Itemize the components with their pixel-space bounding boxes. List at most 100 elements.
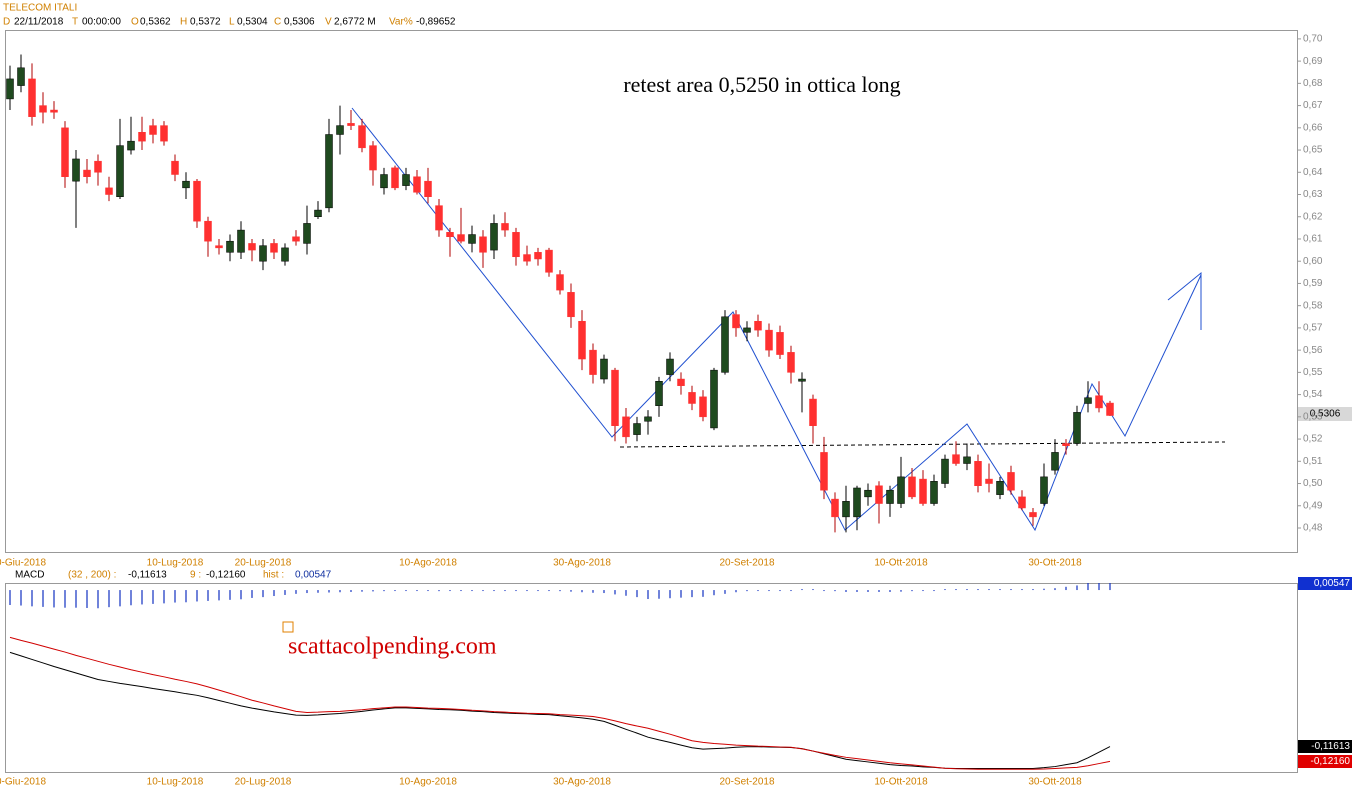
candle-body bbox=[710, 369, 718, 429]
candle-body bbox=[50, 109, 58, 113]
candle-body bbox=[1007, 472, 1015, 491]
candle-body bbox=[501, 223, 509, 231]
candle-body bbox=[160, 125, 168, 142]
candle-body bbox=[391, 167, 399, 189]
candle-body bbox=[930, 481, 938, 504]
candle-body bbox=[226, 240, 234, 253]
y-tick-label: 0,56 bbox=[1303, 345, 1323, 356]
candle-body bbox=[534, 252, 542, 260]
candle-body bbox=[259, 245, 267, 262]
x-tick-label: 30-Ott-2018 bbox=[1028, 558, 1082, 569]
macd-last-label: -0,11613 bbox=[1311, 741, 1350, 752]
candle-body bbox=[985, 478, 993, 484]
candle-body bbox=[908, 476, 916, 498]
candle-body bbox=[897, 476, 905, 504]
candle-body bbox=[171, 160, 179, 175]
price-panel bbox=[5, 30, 1298, 553]
candle-body bbox=[347, 123, 355, 126]
candle-body bbox=[699, 396, 707, 418]
y-tick-label: 0,59 bbox=[1303, 278, 1323, 289]
candle-body bbox=[61, 127, 69, 177]
candle-body bbox=[402, 174, 410, 186]
header-label: V bbox=[325, 17, 332, 28]
candle-body bbox=[83, 169, 91, 177]
header-label: C bbox=[274, 17, 281, 28]
candle-body bbox=[237, 229, 245, 253]
x-tick-label: 10-Ago-2018 bbox=[399, 777, 457, 788]
candle-body bbox=[622, 416, 630, 438]
macd-plot bbox=[9, 583, 1111, 770]
legend-label: (32 , 200) : bbox=[68, 570, 116, 581]
candle-body bbox=[292, 236, 300, 242]
y-tick-label: 0,68 bbox=[1303, 78, 1323, 89]
candle-body bbox=[17, 67, 25, 86]
candle-body bbox=[578, 320, 586, 360]
macd-box bbox=[1298, 740, 1352, 753]
candle-body bbox=[611, 369, 619, 426]
candle-body bbox=[633, 423, 641, 435]
candle-body bbox=[281, 247, 289, 262]
candle-body bbox=[688, 392, 696, 404]
y-tick-label: 0,54 bbox=[1303, 389, 1323, 400]
header-value: 2,6772 M bbox=[334, 17, 376, 28]
candle-body bbox=[677, 378, 685, 386]
macd-line bbox=[9, 651, 1111, 769]
x-tick-label: 10-Ott-2018 bbox=[874, 777, 928, 788]
candle-body bbox=[336, 125, 344, 135]
x-tick-label: 30-Ott-2018 bbox=[1028, 777, 1082, 788]
candles bbox=[6, 54, 1114, 533]
candle-body bbox=[842, 501, 850, 518]
x-tick-label: 20-Lug-2018 bbox=[235, 558, 292, 569]
x-tick-label: 0-Giu-2018 bbox=[0, 558, 46, 569]
candle-body bbox=[270, 243, 278, 253]
x-tick-label: 10-Ago-2018 bbox=[399, 558, 457, 569]
header-label: L bbox=[229, 17, 235, 28]
candle-body bbox=[666, 358, 674, 375]
candle-body bbox=[919, 478, 927, 504]
y-tick-label: 0,61 bbox=[1303, 234, 1323, 245]
candle-body bbox=[1084, 397, 1092, 404]
candle-body bbox=[435, 205, 443, 231]
watermark-icon bbox=[282, 621, 294, 633]
candle-body bbox=[589, 349, 597, 375]
candle-body bbox=[314, 209, 322, 217]
candle-body bbox=[457, 234, 465, 242]
y-tick-label: 0,63 bbox=[1303, 189, 1323, 200]
annotation: retest area 0,5250 in ottica long bbox=[623, 72, 900, 97]
y-tick-label: 0,57 bbox=[1303, 323, 1323, 334]
candle-body bbox=[325, 134, 333, 209]
candle-body bbox=[1106, 402, 1114, 416]
candle-body bbox=[413, 176, 421, 193]
macd-line bbox=[9, 636, 1111, 770]
arrow-head bbox=[1167, 271, 1202, 330]
candle-body bbox=[479, 236, 487, 253]
y-tick-label: 0,53 bbox=[1303, 411, 1323, 422]
x-tick-label: 30-Ago-2018 bbox=[553, 777, 611, 788]
candle-body bbox=[567, 292, 575, 318]
header-value: -0,89652 bbox=[416, 17, 456, 28]
legend-value: 0,00547 bbox=[295, 570, 332, 581]
y-tick-label: 0,58 bbox=[1303, 300, 1323, 311]
y-tick-label: 0,64 bbox=[1303, 167, 1323, 178]
candle-body bbox=[1062, 443, 1070, 446]
candle-body bbox=[996, 481, 1004, 495]
trend-lines bbox=[351, 107, 1202, 532]
candle-body bbox=[303, 223, 311, 244]
macd-panel bbox=[5, 583, 1298, 773]
candle-body bbox=[193, 180, 201, 222]
hist-box bbox=[1298, 577, 1352, 590]
x-tick-label: 30-Ago-2018 bbox=[553, 558, 611, 569]
candle-body bbox=[787, 352, 795, 373]
legend-label: hist : bbox=[263, 570, 284, 581]
y-tick-label: 0,62 bbox=[1303, 211, 1323, 222]
support-line bbox=[619, 441, 1226, 448]
y-tick-label: 0,69 bbox=[1303, 56, 1323, 67]
y-tick-label: 0,50 bbox=[1303, 478, 1323, 489]
candle-body bbox=[72, 158, 80, 182]
header-label: H bbox=[180, 17, 187, 28]
x-tick-label: 10-Ott-2018 bbox=[874, 558, 928, 569]
y-tick-label: 0,60 bbox=[1303, 256, 1323, 267]
candle-body bbox=[721, 316, 729, 373]
y-tick-label: 0,67 bbox=[1303, 100, 1323, 111]
